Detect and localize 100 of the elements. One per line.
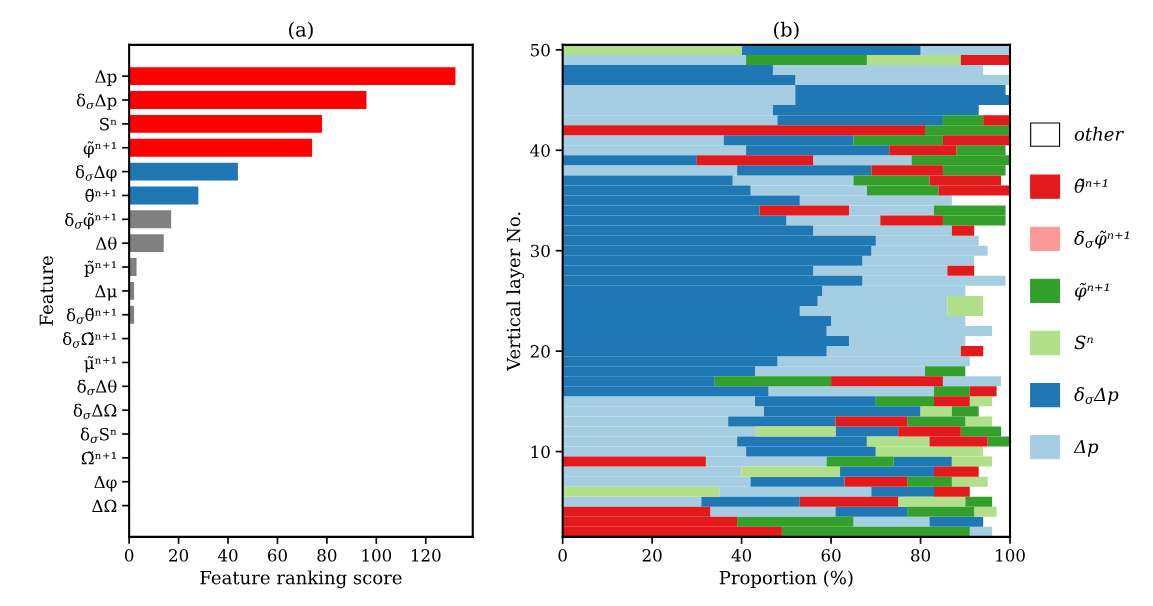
x-tick-label: 60	[821, 549, 841, 562]
y-tick-label: δ$_{σ}$Δθ	[77, 379, 117, 396]
bar	[813, 155, 912, 166]
bar	[129, 210, 172, 229]
bar	[951, 476, 988, 487]
bar	[737, 165, 872, 176]
x-tick-label: 120	[411, 549, 441, 562]
x-tick-label: 20	[169, 549, 189, 562]
bar	[562, 486, 720, 497]
bar	[933, 386, 970, 397]
legend-label: φ̃ⁿ⁺¹	[1074, 282, 1109, 301]
bar	[741, 466, 841, 477]
bar	[696, 155, 814, 166]
bar	[562, 155, 697, 166]
legend-label: Δp	[1073, 439, 1099, 457]
x-tick-label: 60	[267, 549, 287, 562]
bar	[746, 54, 867, 65]
bar	[974, 506, 997, 517]
bar	[129, 114, 322, 133]
y-tick-label: 10	[531, 445, 550, 459]
bar	[835, 506, 908, 517]
y-tick-label: 50	[531, 43, 550, 57]
x-axis-title: Feature ranking score	[200, 570, 402, 589]
bar	[844, 476, 908, 487]
bar	[965, 416, 993, 427]
bar	[755, 426, 836, 437]
y-tick-label: δ$_{σ}$Δp	[76, 93, 117, 110]
bar	[929, 516, 984, 527]
x-axis-title: Proportion (%)	[719, 570, 853, 588]
bar	[799, 496, 899, 507]
bar	[129, 186, 199, 205]
bar	[933, 466, 979, 477]
bar	[880, 215, 943, 226]
x-tick-label: 0	[124, 549, 134, 562]
bar	[129, 138, 313, 157]
bar	[969, 386, 997, 397]
bar	[741, 44, 921, 55]
bar	[960, 54, 1011, 65]
y-tick-label: 40	[530, 144, 550, 157]
legend-label: δ$_{σ}$φ̃ⁿ⁺¹	[1074, 230, 1129, 249]
legend-label: δ$_{σ}$Δp	[1074, 387, 1119, 405]
bar	[562, 54, 747, 65]
y-tick-label: δ$_{σ}$φ̃ⁿ⁺¹	[65, 212, 116, 230]
y-tick-label: μ̃ⁿ⁺¹	[84, 355, 117, 373]
bar	[898, 496, 966, 507]
bar	[701, 496, 800, 507]
bar	[759, 205, 849, 216]
y-tick-label: Δp	[95, 70, 117, 86]
bar	[875, 396, 934, 407]
y-tick-label: δ$_{σ}$Δφ	[75, 165, 117, 182]
y-tick-label: θ̃ⁿ⁺¹	[85, 188, 117, 202]
bar	[129, 162, 238, 181]
y-tick-label: δ$_{σ}$Sⁿ	[80, 427, 117, 444]
bar	[562, 496, 702, 507]
y-tick-label: δ$_{σ}$θ̃ⁿ⁺¹	[66, 308, 117, 324]
y-tick-label: 30	[530, 244, 550, 258]
x-tick-label: 0	[558, 549, 567, 562]
y-tick-label: ΔΩ	[92, 499, 117, 512]
bar	[933, 486, 970, 497]
bar	[831, 376, 943, 387]
bar	[907, 476, 952, 487]
legend-label: Sⁿ	[1074, 335, 1093, 350]
bar	[942, 376, 1002, 387]
x-tick-label: 20	[642, 549, 662, 562]
y-tick-label: Δθ	[95, 236, 117, 250]
legend-label: other	[1074, 126, 1124, 141]
bar	[947, 265, 975, 276]
y-tick-label: 20	[530, 345, 550, 358]
bar	[960, 346, 984, 357]
bar	[871, 486, 934, 497]
chart-title: (a)	[289, 21, 313, 40]
legend-label: θ̃ⁿ⁺¹	[1074, 178, 1107, 193]
x-tick-label: 100	[362, 549, 392, 562]
x-tick-label: 100	[996, 549, 1025, 562]
x-tick-label: 40	[731, 549, 752, 562]
bar	[562, 125, 926, 136]
y-tick-label: δ$_{σ}$Ω̃ⁿ⁺¹	[62, 331, 116, 348]
bar	[853, 516, 930, 527]
y-tick-label: Sⁿ	[100, 117, 117, 131]
bar	[933, 396, 970, 407]
y-tick-label: Ω̃ⁿ⁺¹	[81, 451, 117, 465]
bar	[129, 67, 456, 86]
bar	[866, 54, 961, 65]
bar	[710, 506, 836, 517]
bar	[562, 456, 706, 467]
chart-title: (b)	[774, 21, 799, 40]
bar	[983, 115, 1011, 126]
bar	[951, 225, 975, 236]
y-tick-label: δ$_{σ}$ΔΩ	[73, 403, 117, 420]
bar	[925, 366, 966, 377]
x-tick-label: 40	[217, 549, 238, 562]
y-tick-label: Δμ	[95, 285, 117, 301]
y-axis-title: Feature	[39, 256, 54, 326]
y-tick-label: p̃ⁿ⁺¹	[84, 260, 117, 277]
bar	[969, 396, 993, 407]
bar	[920, 406, 952, 417]
x-tick-label: 80	[317, 549, 337, 562]
y-tick-label: Δφ	[94, 475, 117, 492]
bar	[129, 258, 137, 276]
bar	[714, 376, 832, 387]
